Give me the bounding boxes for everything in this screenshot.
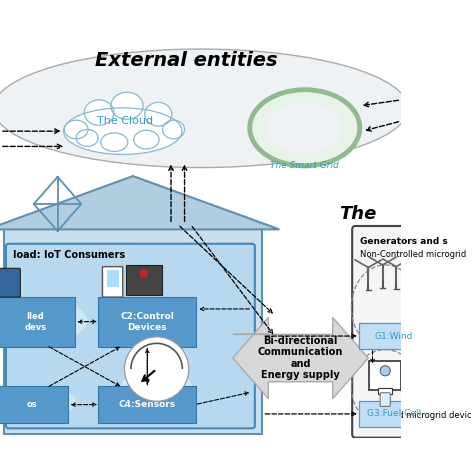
- Text: G1:Wind: G1:Wind: [374, 331, 413, 340]
- Text: C4:Sensors: C4:Sensors: [119, 400, 176, 409]
- Ellipse shape: [111, 92, 143, 119]
- FancyBboxPatch shape: [359, 401, 428, 427]
- Text: G3:Fuel Cell: G3:Fuel Cell: [366, 410, 421, 419]
- Ellipse shape: [163, 120, 184, 139]
- Text: os: os: [27, 400, 37, 409]
- Ellipse shape: [0, 49, 408, 168]
- Ellipse shape: [101, 133, 128, 152]
- FancyBboxPatch shape: [102, 267, 123, 297]
- FancyBboxPatch shape: [369, 362, 401, 390]
- FancyBboxPatch shape: [380, 393, 390, 406]
- Ellipse shape: [145, 102, 172, 126]
- Text: The: The: [338, 205, 376, 223]
- FancyBboxPatch shape: [6, 244, 255, 428]
- Text: The Smart Grid: The Smart Grid: [270, 161, 339, 170]
- FancyBboxPatch shape: [0, 386, 68, 423]
- Polygon shape: [233, 318, 368, 399]
- FancyBboxPatch shape: [98, 297, 196, 347]
- FancyBboxPatch shape: [378, 388, 392, 393]
- Circle shape: [380, 365, 390, 376]
- Ellipse shape: [64, 108, 182, 155]
- FancyBboxPatch shape: [352, 226, 414, 438]
- Text: load: IoT Consumers: load: IoT Consumers: [13, 250, 125, 260]
- Text: C2:Control
Devices: C2:Control Devices: [120, 312, 174, 332]
- Circle shape: [125, 337, 189, 401]
- Ellipse shape: [84, 100, 114, 125]
- FancyBboxPatch shape: [0, 297, 74, 347]
- Polygon shape: [0, 176, 279, 229]
- Text: External entities: External entities: [95, 51, 278, 70]
- FancyBboxPatch shape: [4, 229, 263, 434]
- Ellipse shape: [6, 301, 87, 341]
- FancyBboxPatch shape: [98, 386, 196, 423]
- FancyBboxPatch shape: [107, 270, 118, 287]
- Text: Controlled microgrid devic: Controlled microgrid devic: [360, 411, 472, 420]
- Ellipse shape: [121, 369, 192, 405]
- Ellipse shape: [64, 120, 88, 139]
- Ellipse shape: [134, 130, 159, 149]
- Text: Generators and s: Generators and s: [360, 237, 447, 246]
- Ellipse shape: [76, 129, 98, 146]
- FancyBboxPatch shape: [0, 268, 20, 297]
- Circle shape: [140, 269, 148, 278]
- FancyBboxPatch shape: [359, 323, 428, 349]
- Text: Non-Controlled microgrid: Non-Controlled microgrid: [360, 250, 466, 259]
- Ellipse shape: [116, 301, 197, 341]
- Text: Bi-directional
Communication
and
Energy supply: Bi-directional Communication and Energy …: [258, 336, 343, 381]
- Text: The Cloud: The Cloud: [97, 116, 154, 126]
- FancyBboxPatch shape: [126, 265, 162, 295]
- Text: lled
devs: lled devs: [25, 312, 46, 332]
- Ellipse shape: [250, 90, 360, 166]
- Ellipse shape: [17, 387, 76, 417]
- Ellipse shape: [267, 102, 343, 153]
